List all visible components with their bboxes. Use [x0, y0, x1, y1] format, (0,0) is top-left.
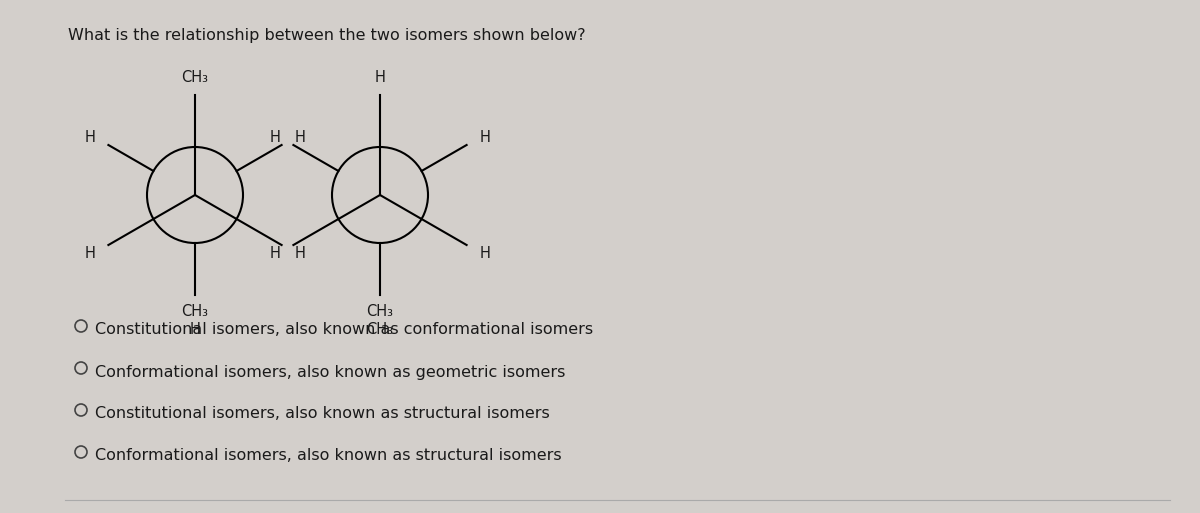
Text: H: H	[479, 129, 490, 145]
Text: H: H	[270, 129, 281, 145]
Text: H: H	[85, 129, 96, 145]
Text: CH₃: CH₃	[366, 304, 394, 319]
Text: CH₃: CH₃	[366, 322, 394, 337]
Text: Constitutional isomers, also known as conformational isomers: Constitutional isomers, also known as co…	[95, 323, 593, 338]
Text: H: H	[270, 246, 281, 261]
Text: H: H	[85, 246, 96, 261]
Text: H: H	[374, 69, 385, 85]
Text: Conformational isomers, also known as geometric isomers: Conformational isomers, also known as ge…	[95, 365, 565, 380]
Text: H: H	[294, 129, 305, 145]
Text: CH₃: CH₃	[181, 69, 209, 85]
Text: H: H	[190, 322, 200, 337]
Text: H: H	[294, 246, 305, 261]
Text: H: H	[479, 246, 490, 261]
Text: CH₃: CH₃	[181, 304, 209, 319]
Text: Conformational isomers, also known as structural isomers: Conformational isomers, also known as st…	[95, 448, 562, 464]
Text: What is the relationship between the two isomers shown below?: What is the relationship between the two…	[68, 28, 586, 43]
Text: Constitutional isomers, also known as structural isomers: Constitutional isomers, also known as st…	[95, 406, 550, 422]
